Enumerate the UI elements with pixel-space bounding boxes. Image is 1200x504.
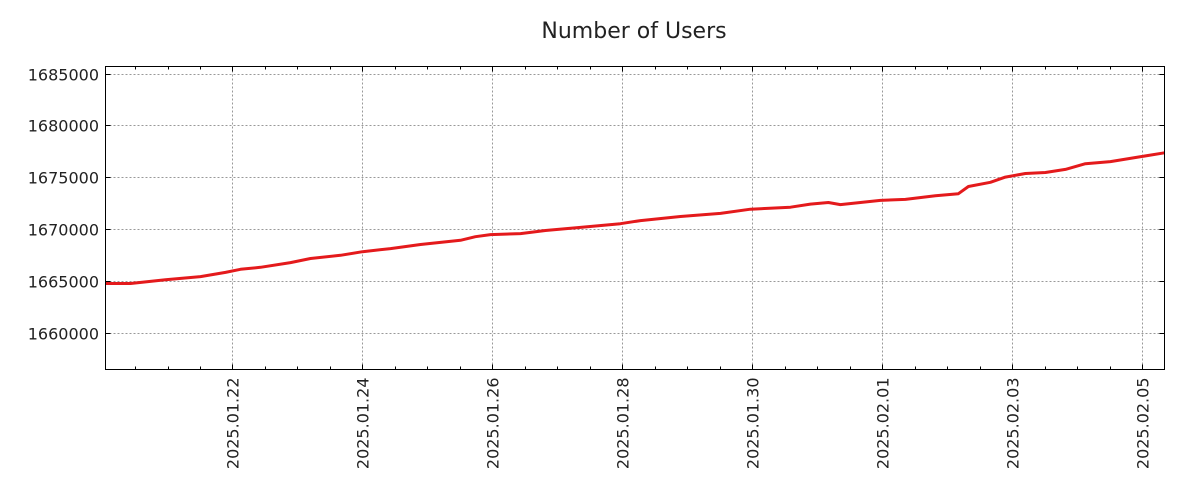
- y-tick-label: 1665000: [28, 273, 99, 292]
- y-tick-label: 1675000: [28, 169, 99, 188]
- x-tick-label: 2025.02.03: [1004, 378, 1023, 470]
- x-axis-labels: 2025.01.22 2025.01.24 2025.01.26 2025.01.28…: [224, 378, 1153, 470]
- y-tick-label: 1680000: [28, 117, 99, 136]
- grid-lines: [105, 66, 1165, 370]
- x-tick-label: 2025.02.05: [1134, 378, 1153, 470]
- x-tick-label: 2025.01.30: [744, 378, 763, 470]
- axis-ticks: [105, 66, 1165, 370]
- x-tick-label: 2025.01.24: [354, 378, 373, 470]
- x-tick-label: 2025.01.28: [614, 378, 633, 470]
- plot-frame: [105, 66, 1165, 370]
- y-tick-label: 1670000: [28, 221, 99, 240]
- series-line: [105, 151, 1165, 285]
- y-tick-label: 1685000: [28, 66, 99, 85]
- y-tick-label: 1660000: [28, 325, 99, 344]
- y-axis-labels: 1660000 1665000 1670000 1675000 1680000 16850…: [28, 66, 99, 344]
- x-tick-label: 2025.02.01: [874, 378, 893, 470]
- series-layer: [105, 151, 1165, 285]
- chart-title: Number of Users: [541, 19, 726, 44]
- x-tick-label: 2025.01.22: [224, 378, 243, 470]
- x-tick-label: 2025.01.26: [484, 378, 503, 470]
